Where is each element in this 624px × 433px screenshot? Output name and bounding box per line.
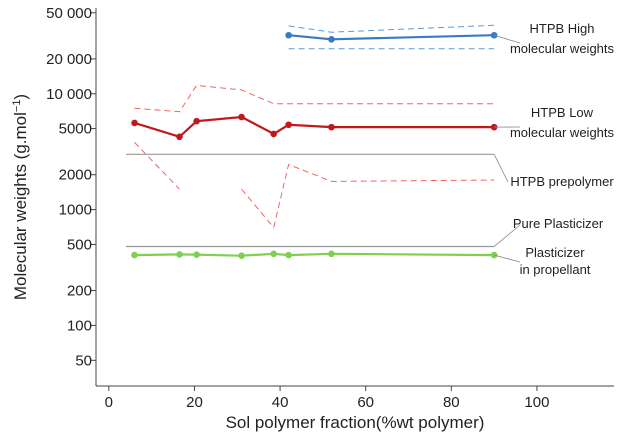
low-mw-series-point <box>176 133 183 141</box>
annotation-label: molecular weights <box>510 41 615 56</box>
x-tick-label: 60 <box>357 394 374 411</box>
axes-group: 0 20 40 60 80 100 50 100 200 500 1000 2000 5000 10 00… <box>46 5 614 411</box>
low-mw-series-point <box>328 123 335 131</box>
x-axis-title: Sol polymer fraction(%wt polymer) <box>226 413 485 432</box>
x-tick-label: 80 <box>443 394 460 411</box>
low-bound-segment <box>241 163 495 229</box>
plasticizer-series-point <box>193 251 200 258</box>
low-mw-series-point <box>131 119 138 127</box>
y-tick-label: 10 000 <box>46 86 92 103</box>
annotation-label: Pure Plasticizer <box>513 216 604 231</box>
y-tick-label: 20 000 <box>46 51 92 68</box>
y-tick-label: 500 <box>67 236 92 253</box>
annotation-label: HTPB Low <box>531 105 594 120</box>
x-tick-label: 40 <box>272 394 289 411</box>
y-tick-label: 200 <box>67 283 92 300</box>
bounds-group <box>134 24 495 229</box>
plasticizer-series-point <box>285 251 292 259</box>
plasticizer-series-point <box>328 250 335 258</box>
high-upper-bound <box>288 24 495 33</box>
low-bound-segment <box>134 142 180 190</box>
x-tick-label: 0 <box>105 394 113 411</box>
y-tick-label: 1000 <box>59 202 92 219</box>
y-tick-label: 2000 <box>59 167 92 184</box>
plasticizer-series-point <box>238 252 245 259</box>
reference-lines-group <box>125 153 495 248</box>
high-mw-series-point <box>285 31 292 39</box>
y-tick-label: 5000 <box>59 121 92 138</box>
x-tick-label: 20 <box>186 394 203 411</box>
annotation-label: in propellant <box>520 262 591 277</box>
low-mw-series-point <box>238 113 245 121</box>
y-tick-label: 50 000 <box>46 5 92 22</box>
low-bound-segment <box>134 84 495 113</box>
low-mw-series-point <box>285 121 292 129</box>
annotation-label: molecular weights <box>510 125 615 140</box>
high-mw-series-line <box>288 34 495 41</box>
low-mw-series-line <box>134 115 495 139</box>
plasticizer-series-point <box>176 251 183 258</box>
y-tick-label: 100 <box>67 317 92 334</box>
annotation-label: HTPB prepolymer <box>510 174 614 189</box>
annotation-label: HTPB High <box>529 21 594 36</box>
low-mw-series-point <box>270 130 277 138</box>
y-tick-label: 50 <box>75 352 92 369</box>
y-axis-title: Molecular weights (g.mol−1) <box>11 94 30 300</box>
annotation-leader <box>493 224 521 247</box>
plasticizer-series-line <box>134 252 495 257</box>
annotation-label: Plasticizer <box>525 245 585 260</box>
plasticizer-series-point <box>270 250 277 258</box>
high-mw-series-point <box>328 36 335 43</box>
low-mw-series-point <box>193 117 200 125</box>
annotation-leader <box>494 34 521 44</box>
annotations-group: HTPB High molecular weights HTPB Low molecu… <box>493 21 615 277</box>
annotation-leader <box>494 254 521 263</box>
x-tick-label: 100 <box>524 394 549 411</box>
annotation-leader <box>493 154 509 183</box>
series-group <box>131 31 498 259</box>
plasticizer-series-point <box>131 251 138 259</box>
